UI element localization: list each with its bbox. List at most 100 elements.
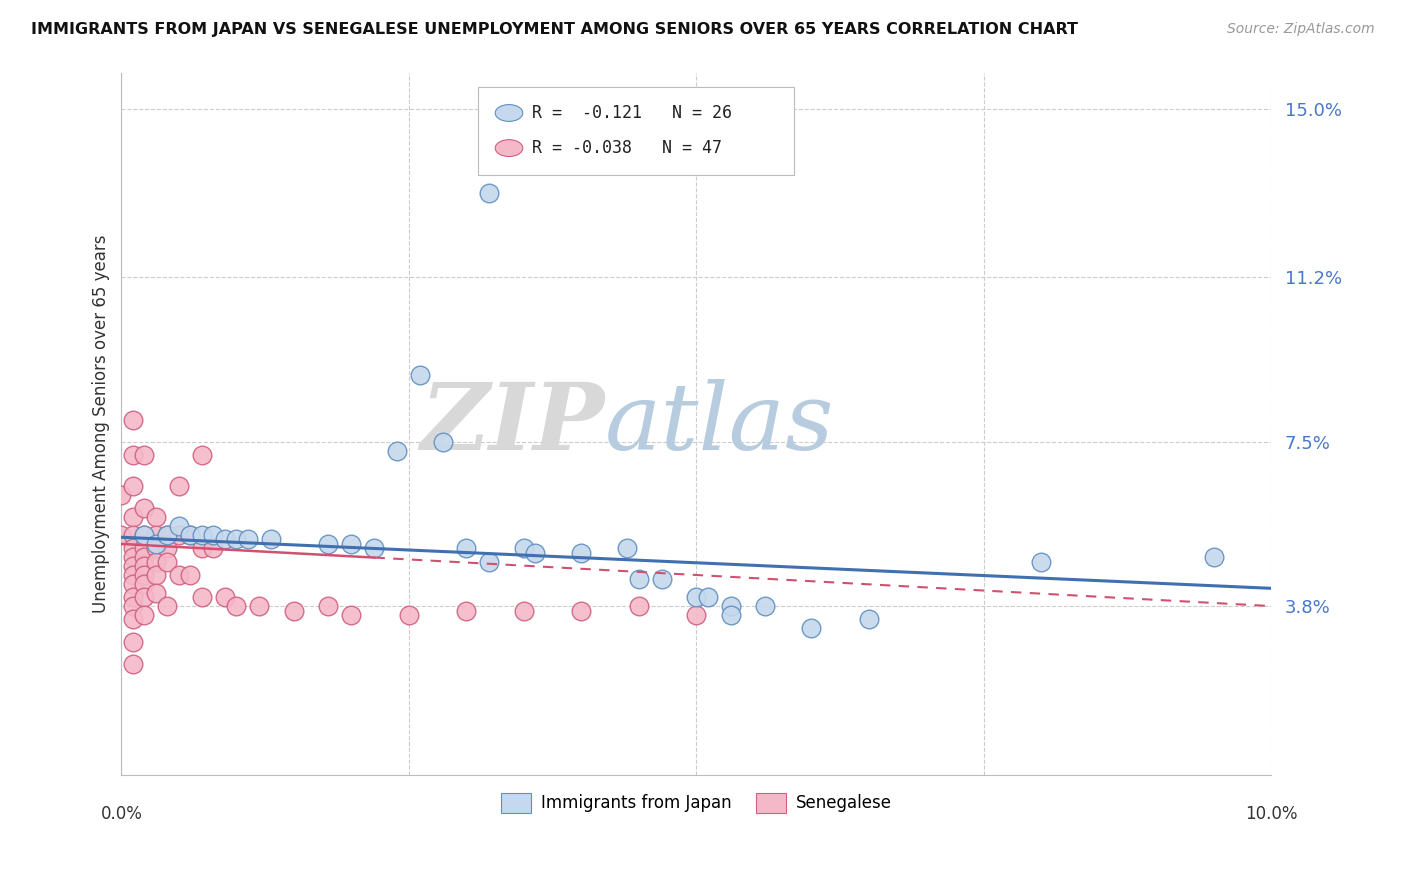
Point [249,599,271,613]
Point [145,568,167,582]
Point [191,591,214,605]
Text: 10.0%: 10.0% [1246,805,1298,823]
Point [202,541,225,556]
Point [318,599,340,613]
Point [122,541,145,556]
Point [122,448,145,462]
Point [754,599,776,613]
Point [134,577,156,591]
Point [134,501,156,516]
Point [145,510,167,524]
Point [398,607,420,622]
Point [387,443,409,458]
Point [1202,550,1225,565]
Point [122,612,145,626]
Point [191,448,214,462]
Text: atlas: atlas [605,379,834,469]
Point [179,528,201,542]
Point [571,546,593,560]
Point [685,607,707,622]
Point [409,368,432,382]
Point [122,479,145,493]
Point [156,555,179,569]
Point [720,599,742,613]
Point [179,528,201,542]
Point [616,541,638,556]
Point [145,555,167,569]
Point [191,541,214,556]
Point [236,533,259,547]
Point [214,533,236,547]
Point [156,528,179,542]
Point [627,573,650,587]
Point [122,412,145,426]
Point [145,537,167,551]
Point [363,541,385,556]
Point [627,599,650,613]
Point [167,568,190,582]
Point [134,448,156,462]
Point [122,591,145,605]
Point [260,533,283,547]
Point [134,550,156,565]
Point [524,546,547,560]
FancyBboxPatch shape [478,87,794,175]
Point [340,537,363,551]
Point [156,541,179,556]
Point [456,603,478,617]
Point [318,537,340,551]
Point [167,479,190,493]
Point [134,568,156,582]
Point [720,607,742,622]
Point [478,555,501,569]
Point [122,510,145,524]
Point [122,568,145,582]
Point [456,541,478,556]
Text: R = -0.038   N = 47: R = -0.038 N = 47 [531,139,723,157]
Point [110,488,132,502]
Legend: Immigrants from Japan, Senegalese: Immigrants from Japan, Senegalese [494,787,898,819]
Point [122,550,145,565]
Point [145,541,167,556]
Point [283,603,305,617]
Point [134,607,156,622]
Point [685,591,707,605]
Point [432,434,454,449]
Point [202,528,225,542]
Point [156,528,179,542]
Point [122,657,145,671]
Point [167,519,190,533]
Point [651,573,673,587]
Point [513,603,536,617]
Point [858,612,880,626]
Point [134,528,156,542]
Point [134,559,156,574]
Point [122,528,145,542]
Text: 0.0%: 0.0% [100,805,142,823]
Point [179,568,201,582]
Text: Source: ZipAtlas.com: Source: ZipAtlas.com [1227,22,1375,37]
Circle shape [495,104,523,121]
Y-axis label: Unemployment Among Seniors over 65 years: Unemployment Among Seniors over 65 years [93,235,110,613]
Point [191,528,214,542]
Text: ZIP: ZIP [420,379,605,469]
Point [134,528,156,542]
Point [145,586,167,600]
Point [478,186,501,200]
Point [697,591,720,605]
Point [145,528,167,542]
Point [1031,555,1053,569]
Point [122,577,145,591]
Point [122,599,145,613]
Point [122,634,145,648]
Point [513,541,536,556]
Text: R =  -0.121   N = 26: R = -0.121 N = 26 [531,104,733,122]
Point [110,528,132,542]
Point [167,528,190,542]
Point [134,541,156,556]
Point [800,621,823,635]
Point [225,599,247,613]
Point [571,603,593,617]
Text: IMMIGRANTS FROM JAPAN VS SENEGALESE UNEMPLOYMENT AMONG SENIORS OVER 65 YEARS COR: IMMIGRANTS FROM JAPAN VS SENEGALESE UNEM… [31,22,1078,37]
Point [134,591,156,605]
